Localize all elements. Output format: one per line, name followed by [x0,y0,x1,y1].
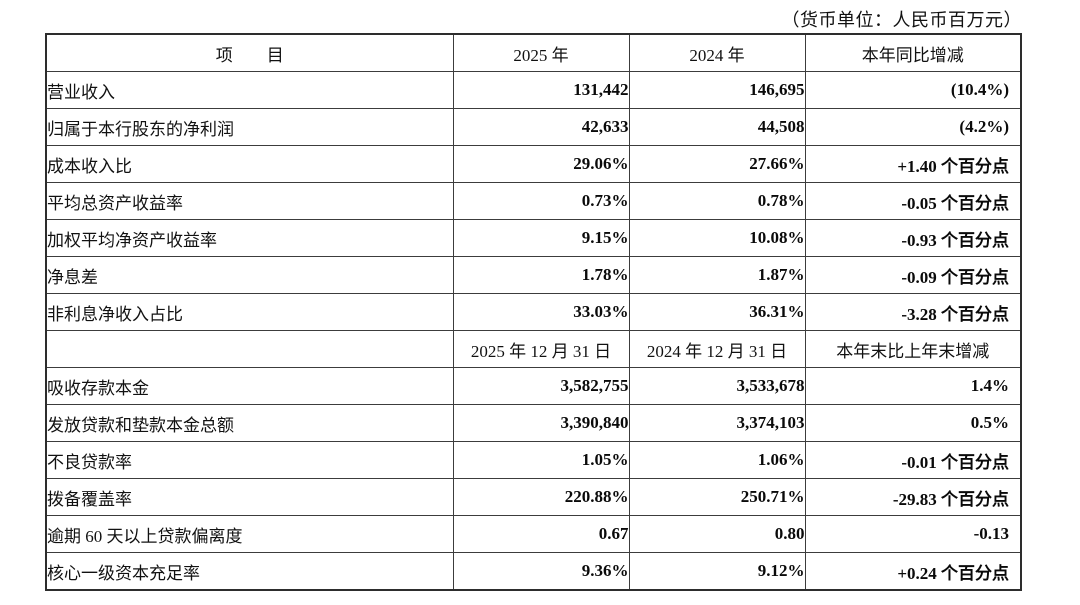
table-header-row: 项 目 2025 年 2024 年 本年同比增减 [45,33,1022,72]
col-header-change: 本年同比增减 [804,33,1022,72]
value-change: 0.5% [804,404,1022,442]
item-label: 成本收入比 [45,145,454,183]
table-row: 发放贷款和垫款本金总额 3,390,840 3,374,103 0.5% [45,404,1022,442]
value-2024: 3,374,103 [628,404,806,442]
table-row: 不良贷款率 1.05% 1.06% -0.01 个百分点 [45,441,1022,479]
item-label: 不良贷款率 [45,441,454,479]
table-row: 吸收存款本金 3,582,755 3,533,678 1.4% [45,367,1022,405]
value-change: -0.93 个百分点 [804,219,1022,257]
value-2025: 9.15% [452,219,630,257]
value-2024: 146,695 [628,71,806,109]
item-label: 营业收入 [45,71,454,109]
item-label: 净息差 [45,256,454,294]
table-row: 净息差 1.78% 1.87% -0.09 个百分点 [45,256,1022,294]
value-change: 1.4% [804,367,1022,405]
table-row: 非利息净收入占比 33.03% 36.31% -3.28 个百分点 [45,293,1022,331]
table-row: 营业收入 131,442 146,695 (10.4%) [45,71,1022,109]
col-header-item: 项 目 [45,33,454,72]
period-header-change: 本年末比上年末增减 [804,330,1022,368]
item-label: 逾期 60 天以上贷款偏离度 [45,515,454,553]
value-2024: 0.78% [628,182,806,220]
table-row: 逾期 60 天以上贷款偏离度 0.67 0.80 -0.13 [45,515,1022,553]
table-row: 归属于本行股东的净利润 42,633 44,508 (4.2%) [45,108,1022,146]
table-row: 成本收入比 29.06% 27.66% +1.40 个百分点 [45,145,1022,183]
item-label: 拨备覆盖率 [45,478,454,516]
value-2024: 1.87% [628,256,806,294]
item-label: 吸收存款本金 [45,367,454,405]
value-2024: 1.06% [628,441,806,479]
item-label: 发放贷款和垫款本金总额 [45,404,454,442]
value-2024: 44,508 [628,108,806,146]
value-2024: 9.12% [628,552,806,591]
value-2025: 42,633 [452,108,630,146]
value-2025: 0.73% [452,182,630,220]
value-change: -0.09 个百分点 [804,256,1022,294]
table-row: 核心一级资本充足率 9.36% 9.12% +0.24 个百分点 [45,552,1022,591]
value-change: -3.28 个百分点 [804,293,1022,331]
value-2025: 1.05% [452,441,630,479]
value-2024: 3,533,678 [628,367,806,405]
financial-highlights-table: 项 目 2025 年 2024 年 本年同比增减 营业收入 131,442 14… [45,33,1022,591]
item-label: 归属于本行股东的净利润 [45,108,454,146]
value-change: (10.4%) [804,71,1022,109]
value-change: -0.01 个百分点 [804,441,1022,479]
value-2024: 36.31% [628,293,806,331]
value-2024: 250.71% [628,478,806,516]
value-2025: 131,442 [452,71,630,109]
value-change: -0.13 [804,515,1022,553]
value-change: -0.05 个百分点 [804,182,1022,220]
value-2025: 29.06% [452,145,630,183]
period-header-2024: 2024 年 12 月 31 日 [628,330,806,368]
period-header-empty [45,330,454,368]
period-header-row: 2025 年 12 月 31 日 2024 年 12 月 31 日 本年末比上年… [45,330,1022,368]
value-2025: 1.78% [452,256,630,294]
table-row: 加权平均净资产收益率 9.15% 10.08% -0.93 个百分点 [45,219,1022,257]
item-label: 加权平均净资产收益率 [45,219,454,257]
value-2024: 27.66% [628,145,806,183]
item-label: 平均总资产收益率 [45,182,454,220]
value-change: -29.83 个百分点 [804,478,1022,516]
table-row: 拨备覆盖率 220.88% 250.71% -29.83 个百分点 [45,478,1022,516]
value-2025: 220.88% [452,478,630,516]
value-2025: 33.03% [452,293,630,331]
value-2025: 3,582,755 [452,367,630,405]
currency-unit-note: （货币单位：人民币百万元） [781,10,1022,30]
value-change: +1.40 个百分点 [804,145,1022,183]
item-label: 非利息净收入占比 [45,293,454,331]
value-2024: 0.80 [628,515,806,553]
col-header-2024: 2024 年 [628,33,806,72]
value-2024: 10.08% [628,219,806,257]
item-label: 核心一级资本充足率 [45,552,454,591]
col-header-2025: 2025 年 [452,33,630,72]
value-change: (4.2%) [804,108,1022,146]
table-row: 平均总资产收益率 0.73% 0.78% -0.05 个百分点 [45,182,1022,220]
value-2025: 0.67 [452,515,630,553]
value-change: +0.24 个百分点 [804,552,1022,591]
value-2025: 9.36% [452,552,630,591]
period-header-2025: 2025 年 12 月 31 日 [452,330,630,368]
value-2025: 3,390,840 [452,404,630,442]
